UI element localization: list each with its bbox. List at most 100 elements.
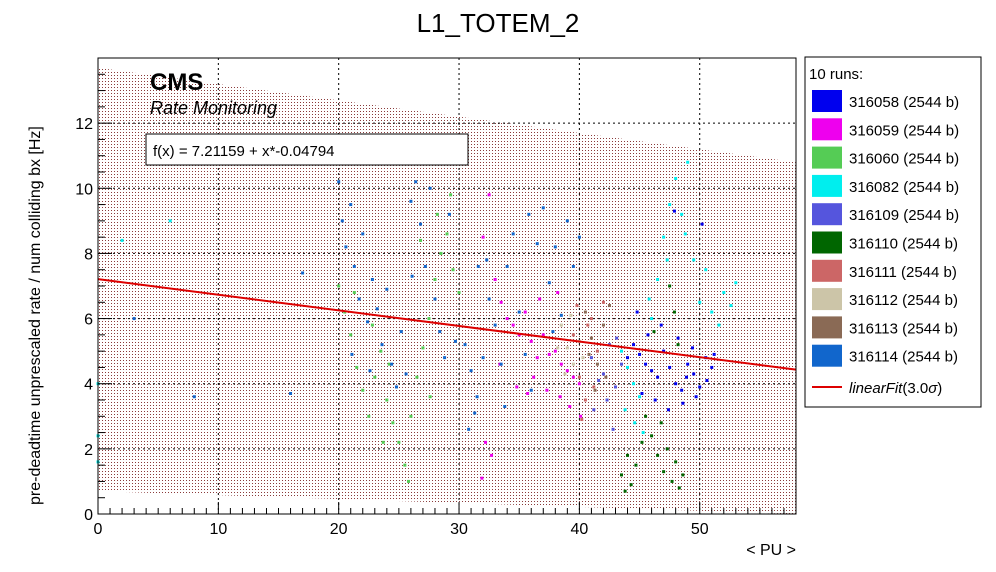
data-point: [668, 284, 672, 288]
data-point: [289, 391, 293, 395]
data-point: [484, 440, 488, 444]
cms-sublabel: Rate Monitoring: [150, 98, 277, 118]
data-point: [505, 264, 509, 268]
data-point: [415, 375, 419, 379]
data-point: [301, 271, 305, 275]
data-point: [647, 297, 651, 301]
data-point: [481, 356, 485, 360]
data-point: [580, 418, 584, 422]
data-point: [626, 453, 630, 457]
data-point: [589, 336, 593, 340]
series-points: [337, 193, 461, 483]
data-point: [665, 447, 669, 451]
data-point: [538, 297, 542, 301]
data-point: [613, 385, 617, 389]
data-point: [683, 232, 687, 236]
data-point: [499, 362, 503, 366]
data-point: [605, 398, 609, 402]
data-point: [656, 375, 660, 379]
data-point: [668, 365, 672, 369]
data-point: [604, 375, 608, 379]
legend-label: 316111 (2544 b): [849, 264, 957, 281]
data-point: [379, 349, 383, 353]
data-point: [337, 284, 341, 288]
data-point: [373, 375, 377, 379]
data-point: [553, 349, 557, 353]
data-point: [583, 398, 587, 402]
data-point: [615, 336, 619, 340]
data-point: [601, 372, 605, 376]
data-point: [579, 414, 583, 418]
data-point: [421, 346, 425, 350]
data-point: [547, 281, 551, 285]
data-point: [565, 346, 569, 350]
data-point: [672, 310, 676, 314]
data-point: [485, 258, 489, 262]
series-points: [571, 300, 605, 422]
data-point: [385, 398, 389, 402]
data-point: [626, 356, 630, 360]
data-point: [419, 222, 423, 226]
legend: 10 runs: 316058 (2544 b)316059 (2544 b)3…: [804, 56, 982, 408]
x-tick-label: 10: [209, 521, 227, 538]
data-point: [410, 274, 414, 278]
data-point: [698, 385, 702, 389]
legend-swatch: [812, 146, 842, 169]
data-point: [414, 180, 418, 184]
data-point: [120, 238, 124, 242]
data-point: [340, 219, 344, 223]
data-point: [435, 212, 439, 216]
data-point: [350, 352, 354, 356]
data-point: [480, 476, 484, 480]
legend-fit-suffix: (3.0: [902, 380, 928, 397]
data-point: [511, 232, 515, 236]
data-point: [666, 408, 670, 412]
legend-label: 316112 (2544 b): [849, 292, 958, 309]
data-point: [672, 209, 676, 213]
data-point: [390, 362, 394, 366]
data-point: [433, 277, 437, 281]
axis-ticks: 0 10 20 30 40 50 0 2 4 6 8 10 12: [75, 57, 797, 538]
data-point: [406, 479, 410, 483]
data-point: [623, 408, 627, 412]
data-point: [722, 291, 726, 295]
data-point: [659, 421, 663, 425]
y-tick-label: 2: [84, 442, 93, 459]
data-point: [677, 486, 681, 490]
data-point: [644, 362, 648, 366]
data-point: [355, 365, 359, 369]
data-point: [638, 352, 642, 356]
data-point: [659, 323, 663, 327]
data-point: [559, 323, 563, 327]
data-point: [597, 378, 601, 382]
legend-label: 316058 (2544 b): [849, 94, 959, 111]
data-point: [357, 297, 361, 301]
data-point: [575, 304, 579, 308]
data-point: [620, 473, 623, 477]
data-point: [680, 212, 684, 216]
data-point: [438, 330, 442, 334]
data-point: [700, 222, 704, 226]
fit-formula: f(x) = 7.21159 + x*-0.04794: [153, 143, 335, 160]
data-point: [443, 356, 447, 360]
data-point: [551, 330, 555, 334]
data-point: [569, 313, 573, 317]
data-point: [505, 317, 509, 321]
data-point: [527, 212, 531, 216]
data-point: [547, 352, 551, 356]
data-point: [367, 414, 371, 418]
data-point: [691, 346, 695, 350]
data-point: [674, 177, 678, 181]
series-points: [132, 180, 581, 431]
data-point: [563, 372, 567, 376]
data-point: [595, 349, 599, 353]
y-tick-label: 0: [84, 507, 93, 524]
data-point: [705, 378, 709, 382]
data-point: [686, 160, 690, 164]
legend-swatch: [812, 203, 842, 226]
data-point: [399, 330, 403, 334]
y-tick-label: 8: [84, 246, 93, 263]
data-point: [592, 385, 596, 389]
data-point: [337, 180, 341, 184]
data-point: [633, 421, 637, 425]
